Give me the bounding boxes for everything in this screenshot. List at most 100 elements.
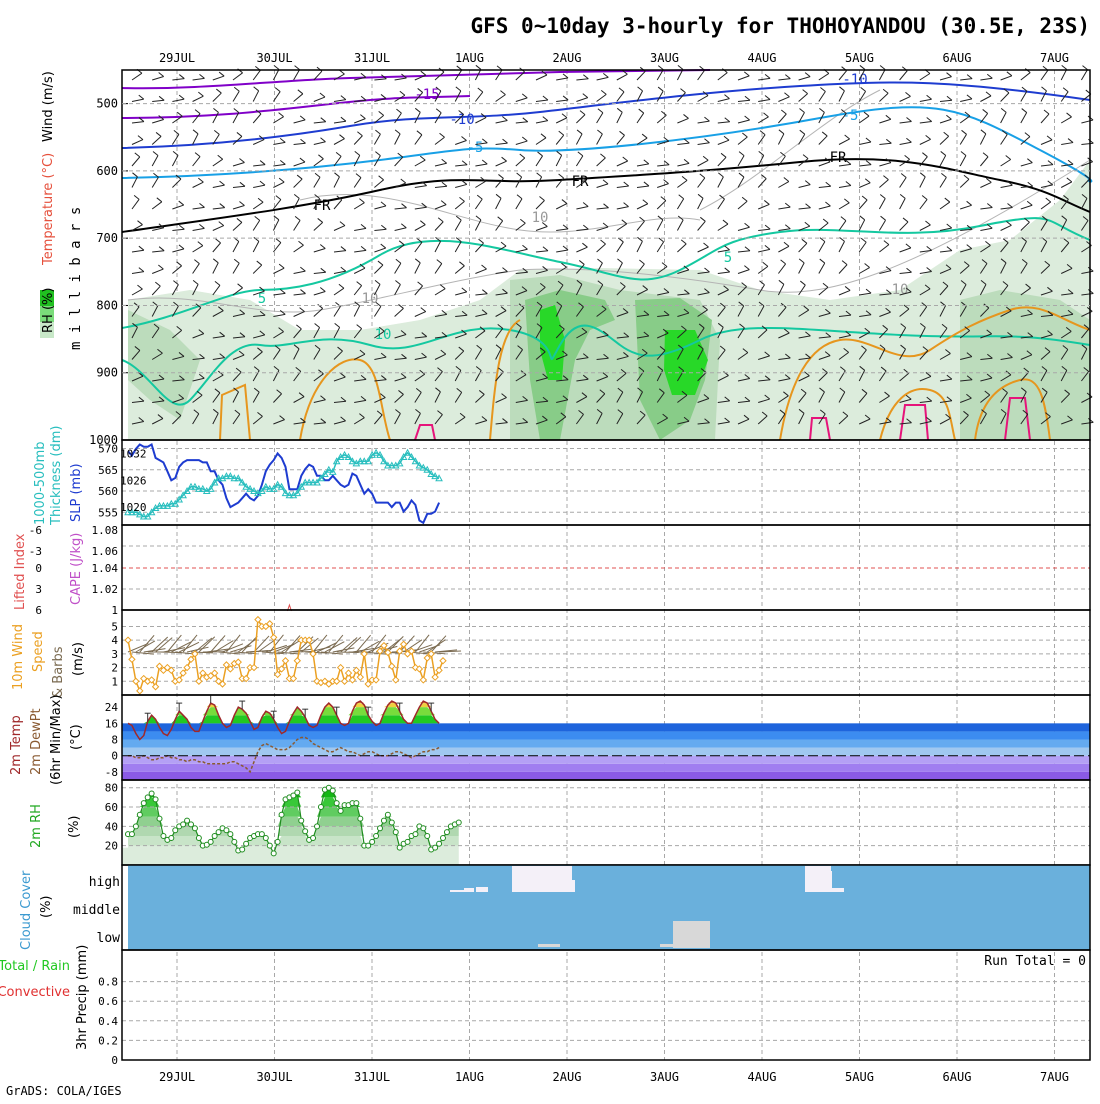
wind-barb-flag <box>864 112 869 116</box>
wind-barb <box>152 155 158 166</box>
wind-barb-flag <box>199 203 204 207</box>
wind-barb-flag <box>779 280 784 284</box>
wind-barb <box>1081 143 1093 144</box>
wind-barb-flag <box>844 199 849 203</box>
wind-barb-flag <box>582 243 587 247</box>
wind-barb-flag <box>320 138 325 142</box>
precip-label-3: 3hr Precip (mm) <box>75 945 90 1050</box>
temp2m-label-3: (6hr Min/Max) <box>49 695 64 785</box>
wind-barb-flag <box>600 154 605 158</box>
wind-barb <box>132 289 142 295</box>
wind-barb <box>556 135 564 144</box>
wind-barb <box>960 116 970 123</box>
wind-barb <box>1001 225 1012 230</box>
wind-barb-flag <box>522 94 527 98</box>
wind-barb <box>496 95 506 102</box>
wind-barb-flag <box>562 200 567 204</box>
wind-barb-flag <box>459 197 464 201</box>
wind-barb-flag <box>684 159 689 163</box>
wind-barb <box>738 227 750 230</box>
wind-barb <box>334 288 344 295</box>
bottom-date-label: 3AUG <box>650 1070 679 1084</box>
wind-barb <box>193 114 200 123</box>
high-cloud-bar <box>820 871 832 892</box>
temp-tick: 8 <box>111 734 118 747</box>
wind-barb-flag <box>658 66 663 70</box>
wind-barb-flag <box>520 154 525 158</box>
wind-barb-flag <box>459 262 464 266</box>
low-cloud-bar <box>660 944 673 947</box>
wind-speed-marker <box>436 667 442 673</box>
wind-barb-flag <box>764 200 769 204</box>
wind-barb <box>395 113 402 123</box>
wind-barb <box>233 222 242 230</box>
wind-barb-flag <box>401 224 406 228</box>
wind-barb-flag <box>213 259 218 263</box>
wind-barb-flag <box>822 132 827 136</box>
wind-barb <box>617 74 628 80</box>
wind-barb <box>354 203 364 209</box>
wind-barb-flag <box>275 88 280 92</box>
bottom-date-label: 31JUL <box>354 1070 390 1084</box>
top-date-label: 2AUG <box>553 51 582 65</box>
wind-barb-flag <box>865 179 870 183</box>
wind-barb <box>374 265 383 273</box>
wind-barb-flag <box>456 87 461 91</box>
rh-marker <box>295 790 300 795</box>
wind-barb-flag <box>784 93 789 97</box>
rh-marker <box>370 839 375 844</box>
wind-barb-flag <box>704 139 709 143</box>
wind-barb <box>415 263 420 274</box>
wind-barb <box>778 246 789 252</box>
wind-barb-flag <box>179 225 184 229</box>
wind-barb-flag <box>396 259 401 263</box>
wind-barb-flag <box>819 108 824 112</box>
contour-label: 10 <box>362 291 379 307</box>
wind-barb <box>576 229 588 230</box>
wind-barb-flag <box>415 108 420 112</box>
wind-barb <box>496 161 507 166</box>
wind-barb-flag <box>139 268 144 272</box>
wind-barb <box>193 228 205 230</box>
wind-barb <box>839 290 850 295</box>
wind-barb <box>1061 117 1071 123</box>
wind-barb <box>536 177 542 188</box>
wind-barb-flag <box>603 180 608 184</box>
wind-barb-flag <box>315 173 320 177</box>
wind-barb-flag <box>279 113 284 117</box>
rh-marker <box>263 835 268 840</box>
thickness-label-1: 1000-500mb <box>33 441 48 525</box>
wind-barb <box>657 184 668 188</box>
rh-marker <box>366 843 371 848</box>
wind-barb <box>677 220 683 231</box>
upper-air-panel: -15-10-10-5-5FRFRFR105510101050060070080… <box>89 65 1093 447</box>
wind-barb-flag <box>1022 109 1027 113</box>
wind-barb-flag <box>638 87 643 91</box>
wind-barb-flag <box>860 216 865 220</box>
wind-barb <box>475 118 486 123</box>
rh-marker <box>137 812 142 817</box>
wind-barb <box>778 134 783 145</box>
wind-barb-flag <box>1007 72 1012 76</box>
temp-tick: 24 <box>105 701 119 714</box>
low-cloud-bar <box>673 921 710 948</box>
wind-barb-flag <box>276 196 281 200</box>
wind-speed-marker <box>283 658 289 664</box>
wind-barb <box>819 242 825 252</box>
wind-barb <box>294 271 306 273</box>
wind-barb-flag <box>802 239 807 243</box>
wind-barb <box>536 251 548 252</box>
wind-barb-flag <box>927 95 932 99</box>
wind-barb-flag <box>760 131 765 135</box>
wind-barb <box>516 249 528 252</box>
wind-barb <box>475 199 482 209</box>
wind-barb <box>698 143 710 145</box>
wind-barb <box>132 250 144 252</box>
wind-barb <box>294 70 300 80</box>
lifted-index-tick: 6 <box>35 604 42 617</box>
wind-barb <box>657 220 663 231</box>
cloud-level-label: low <box>97 931 121 946</box>
wind-barb <box>516 98 527 102</box>
wind-barb <box>819 263 825 273</box>
